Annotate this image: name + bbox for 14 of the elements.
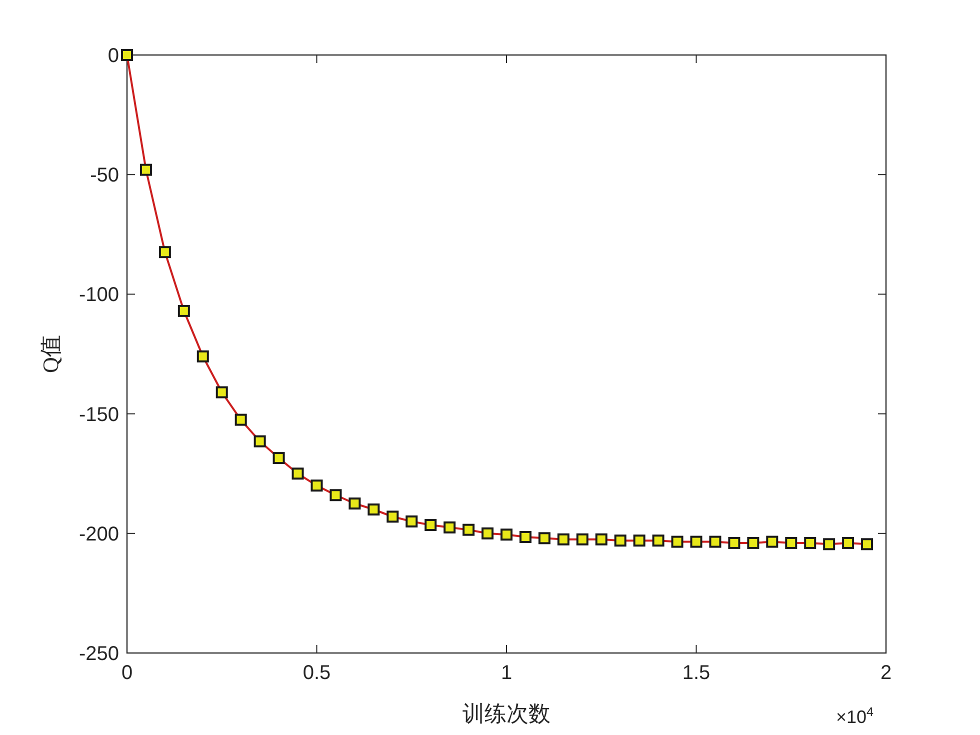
y-tick-label: -200 <box>78 523 119 546</box>
y-tick-label: -150 <box>78 404 119 426</box>
y-tick-label: -100 <box>78 284 119 306</box>
x-tick-label: 1 <box>500 662 512 684</box>
x-tick-label: 0 <box>121 662 133 684</box>
y-tick-label: -250 <box>78 643 119 665</box>
x-tick-label: 1.5 <box>682 662 710 684</box>
x-tick-label: 0.5 <box>302 662 331 684</box>
y-tick-label: -50 <box>90 164 119 187</box>
y-tick-label: 0 <box>108 45 119 67</box>
x-axis-title: 训练次数 <box>462 701 550 726</box>
x-tick-label: 2 <box>880 662 892 684</box>
y-axis-title: Q值 <box>38 335 63 373</box>
text: ×10$^{4}$ <box>836 705 874 727</box>
